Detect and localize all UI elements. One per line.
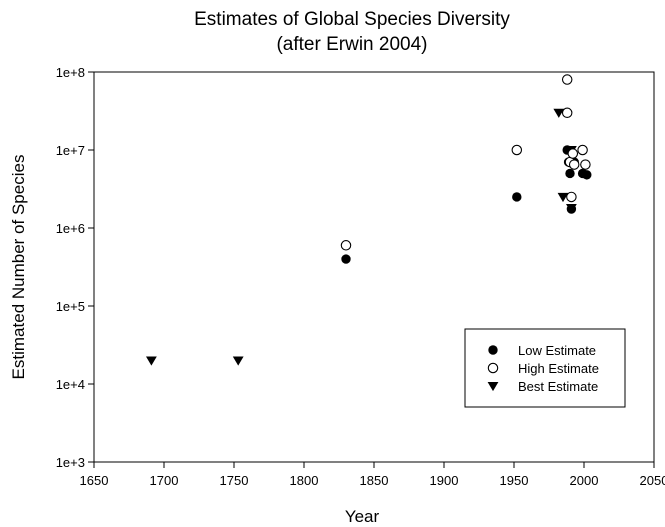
- best-estimate-point: [232, 356, 244, 366]
- y-axis-label: Estimated Number of Species: [9, 155, 28, 380]
- high-estimate-point: [561, 107, 573, 119]
- high-estimate-point: [566, 191, 577, 203]
- x-tick-label: 1700: [150, 473, 179, 488]
- data-points: [146, 74, 592, 366]
- high-estimate-point: [511, 144, 523, 156]
- legend-marker-best-estimate: [487, 381, 499, 392]
- legend: Low Estimate High Estimate Best Estimate: [464, 328, 626, 408]
- high-estimate-point: [568, 159, 580, 170]
- legend-marker-low-estimate: [488, 345, 498, 355]
- high-estimate-point: [567, 148, 579, 159]
- x-tick-label: 1950: [500, 473, 529, 488]
- y-tick-label: 1e+7: [56, 143, 85, 158]
- low-estimate-point: [341, 254, 351, 264]
- y-tick-label: 1e+4: [56, 377, 85, 392]
- low-estimate-point: [512, 192, 522, 202]
- best-estimate-point: [566, 204, 577, 214]
- best-estimate-point: [146, 356, 157, 366]
- x-tick-label: 2050: [640, 473, 665, 488]
- y-tick-label: 1e+3: [56, 455, 85, 470]
- x-tick-label: 1800: [290, 473, 319, 488]
- legend-label-best-estimate: Best Estimate: [518, 379, 598, 394]
- best-estimate-point: [553, 108, 565, 118]
- high-estimate-point: [580, 159, 591, 170]
- x-tick-label: 1750: [220, 473, 249, 488]
- legend-label-low-estimate: Low Estimate: [518, 343, 596, 358]
- legend-label-high-estimate: High Estimate: [518, 361, 599, 376]
- low-estimate-point: [565, 168, 575, 179]
- best-estimate-point: [557, 192, 569, 203]
- high-estimate-point: [561, 74, 573, 85]
- high-estimate-point: [577, 144, 588, 156]
- x-axis: 1650 1700 1750 1800 1850 1900 1950 2000 2050: [80, 462, 665, 488]
- y-tick-label: 1e+8: [56, 65, 85, 80]
- x-axis-label: Year: [345, 507, 380, 526]
- y-tick-label: 1e+5: [56, 299, 85, 314]
- low-estimate-point: [582, 170, 592, 180]
- chart-title: Estimates of Global Species Diversity: [194, 9, 510, 30]
- y-axis: 1e+3 1e+4 1e+5 1e+6 1e+7 1e+8: [56, 65, 94, 470]
- y-tick-label: 1e+6: [56, 221, 85, 236]
- x-tick-label: 1850: [360, 473, 389, 488]
- x-tick-label: 1650: [80, 473, 109, 488]
- chart-subtitle: (after Erwin 2004): [276, 34, 427, 55]
- x-tick-label: 2000: [570, 473, 599, 488]
- high-estimate-point: [340, 240, 352, 251]
- legend-marker-high-estimate: [487, 362, 499, 374]
- x-tick-label: 1900: [430, 473, 459, 488]
